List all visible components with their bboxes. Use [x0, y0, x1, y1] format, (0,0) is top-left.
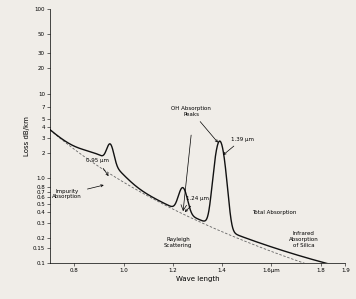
Text: Impurity
Absorption: Impurity Absorption: [52, 185, 103, 199]
Text: 1.39 μm: 1.39 μm: [224, 137, 254, 155]
Text: 0.95 μm: 0.95 μm: [87, 158, 109, 176]
Text: 1.24 μm: 1.24 μm: [185, 196, 209, 211]
X-axis label: Wave length: Wave length: [176, 276, 219, 282]
Y-axis label: Loss dB/km: Loss dB/km: [24, 116, 30, 156]
Text: Total Absorption: Total Absorption: [252, 210, 296, 215]
Text: Rayleigh
Scattering: Rayleigh Scattering: [164, 237, 192, 248]
Text: Infrared
Absorption
of Silica: Infrared Absorption of Silica: [289, 231, 318, 248]
Text: OH Absorption
Peaks: OH Absorption Peaks: [172, 106, 218, 142]
